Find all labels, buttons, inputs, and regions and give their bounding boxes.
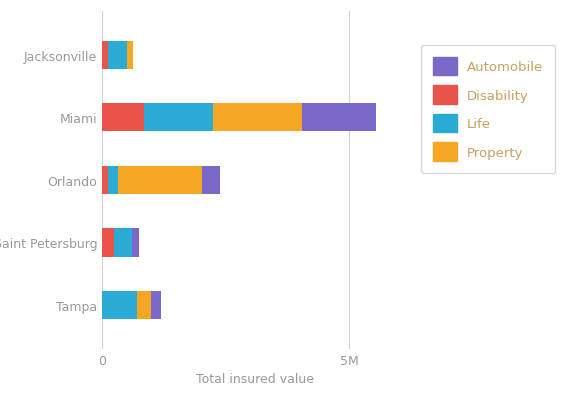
Bar [119,166,202,194]
Bar [137,291,151,319]
Bar [102,42,108,70]
Bar [132,229,139,257]
Bar [102,291,137,319]
Bar [115,229,132,257]
Bar [108,42,127,70]
Bar [213,104,302,132]
Bar [102,229,115,257]
Bar [102,166,108,194]
Bar [202,166,219,194]
Bar [151,291,162,319]
Bar [302,104,376,132]
X-axis label: Total insured value: Total insured value [196,372,314,385]
Bar [127,42,133,70]
Bar [108,166,119,194]
Legend: Automobile, Disability, Life, Property: Automobile, Disability, Life, Property [421,46,555,173]
Bar [102,104,144,132]
Bar [144,104,213,132]
